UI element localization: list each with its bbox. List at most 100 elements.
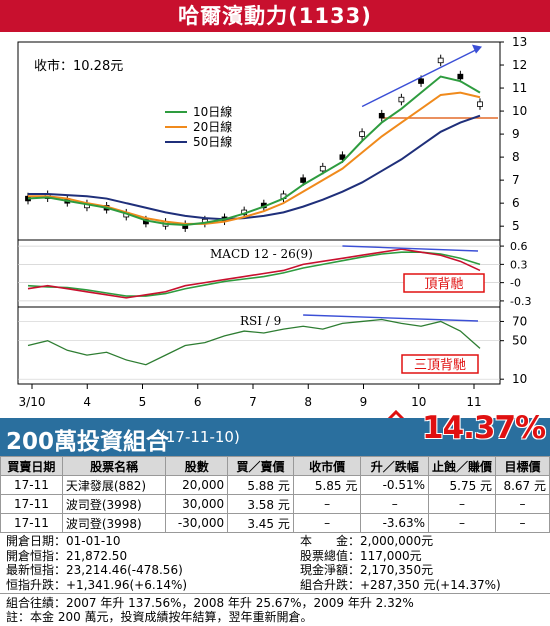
col-header: 股數 — [165, 456, 229, 476]
cell-shares: 20,000 — [165, 475, 229, 495]
cell-date: 17-11 — [0, 475, 63, 495]
cell-stop: – — [428, 513, 497, 533]
table-header-row: 買賣日期 股票名稱 股數 買／賣價 收市價 升／跌幅 止蝕／賺價 目標價 — [0, 456, 550, 476]
cell-stock: 波司登(3998) — [61, 494, 167, 514]
y-tick-label: 8 — [512, 150, 520, 164]
trend-arrow — [361, 48, 479, 108]
summary-left: 開倉日期：01-01-10 開倉恒指：21,872.50 最新恒指：23,214… — [6, 534, 187, 592]
portfolio-summary: 開倉日期：01-01-10 開倉恒指：21,872.50 最新恒指：23,214… — [0, 532, 550, 594]
macd-annotation-box — [403, 273, 485, 293]
cell-target: – — [495, 513, 550, 533]
cell-close: 5.85 元 — [292, 475, 362, 495]
y-tick-label: 0.6 — [510, 240, 528, 253]
summary-line: 開倉日期：01-01-10 — [6, 534, 121, 548]
cell-price: 5.88 元 — [227, 475, 294, 495]
y-tick-label: 10 — [512, 372, 527, 386]
x-tick-label: 9 — [360, 395, 368, 409]
col-header: 買／賣價 — [227, 456, 294, 476]
y-tick-label: 50 — [512, 334, 527, 348]
summary-line: 最新恒指：23,214.46(-478.56) — [6, 563, 183, 577]
candle-body — [319, 165, 326, 172]
cell-close: – — [292, 494, 362, 514]
summary-right: 本 金：2,000,000元 股票總值：117,000元 現金淨額：2,170,… — [300, 534, 501, 592]
rsi-annotation: 三頂背馳 — [414, 358, 466, 373]
summary-line: 本 金：2,000,000元 — [300, 534, 434, 548]
macd-annotation: 頂背馳 — [424, 277, 463, 292]
macd-signal-line — [27, 251, 481, 297]
cell-date: 17-11 — [0, 494, 63, 514]
cell-target: 8.67 元 — [495, 475, 550, 495]
y-tick-label: 12 — [512, 58, 527, 72]
candle-body — [457, 73, 464, 80]
y-tick-label: 5 — [512, 219, 520, 233]
x-tick-label: 3/10 — [19, 395, 46, 409]
x-tick-label: 10 — [411, 395, 426, 409]
cell-shares: 30,000 — [165, 494, 229, 514]
candle-body — [477, 101, 483, 107]
summary-line: 股票總值：117,000元 — [300, 548, 422, 563]
y-tick-label: -0 — [510, 277, 521, 290]
table-row: 17-11 天津發展(882) 20,000 5.88 元 5.85 元 -0.… — [0, 475, 550, 495]
x-tick-label: 8 — [304, 395, 312, 409]
candle-body — [300, 177, 307, 183]
summary-line: 恒指升跌：+1,341.96(+6.14%) — [6, 577, 188, 592]
table-row: 17-11 波司登(3998) -30,000 3.45 元 – -3.63% … — [0, 513, 550, 533]
holdings-table: 買賣日期 股票名稱 股數 買／賣價 收市價 升／跌幅 止蝕／賺價 目標價 17-… — [0, 456, 550, 533]
close-price-label: 收市：10.28元 — [34, 58, 123, 74]
legend-label: 20日線 — [193, 119, 232, 134]
banner-title: 200萬投資組合 — [6, 429, 170, 455]
cell-stock: 波司登(3998) — [61, 513, 167, 533]
cell-close: – — [292, 513, 362, 533]
rsi-line — [27, 318, 481, 366]
cell-target: – — [495, 494, 550, 514]
legend-label: 10日線 — [193, 104, 232, 119]
chart-area: 3/10 4 5 6 7 8 9 10 11 13 12 11 10 9 8 7 6 5 0.6 0.3 -0 -0.3 7… — [0, 32, 550, 418]
summary-line: 現金淨額：2,170,350元 — [300, 563, 434, 577]
macd-trend-arrow — [342, 245, 479, 252]
y-tick-label: 9 — [512, 127, 520, 141]
cell-shares: -30,000 — [165, 513, 229, 533]
macd-line — [27, 248, 481, 299]
macd-label: MACD 12 - 26(9) — [210, 247, 313, 261]
cell-price: 3.45 元 — [227, 513, 294, 533]
footer-line: 組合往績：2007 年升 137.56%，2008 年升 25.67%，2009… — [6, 596, 414, 610]
banner-date: (17-11-10) — [160, 428, 240, 446]
cell-price: 3.58 元 — [227, 494, 294, 514]
col-header: 升／跌幅 — [360, 456, 430, 476]
col-header: 股票名稱 — [61, 456, 167, 476]
summary-line: 開倉恒指：21,872.50 — [6, 548, 128, 563]
candle-body — [378, 112, 385, 119]
trend-arrowhead — [472, 44, 482, 54]
y-tick-label: 7 — [512, 173, 520, 187]
y-tick-label: -0.3 — [510, 295, 531, 308]
cell-change: -0.51% — [360, 475, 430, 495]
stock-chart: 3/10 4 5 6 7 8 9 10 11 13 12 11 10 9 8 7 6 5 0.6 0.3 -0 -0.3 7… — [17, 35, 531, 409]
x-tick-label: 5 — [139, 395, 147, 409]
x-tick-label: 6 — [194, 395, 202, 409]
ma20-line — [28, 91, 481, 225]
portfolio-return: 14.37% — [422, 410, 546, 446]
candle-body — [359, 131, 365, 137]
portfolio-banner: 200萬投資組合 (17-11-10) — [0, 418, 550, 456]
candle-body — [339, 154, 346, 160]
footer-notes: 組合往績：2007 年升 137.56%，2008 年升 25.67%，2009… — [6, 596, 414, 624]
candle-body — [437, 57, 444, 64]
col-header: 買賣日期 — [0, 456, 63, 476]
y-tick-label: 70 — [512, 314, 527, 328]
col-header: 止蝕／賺價 — [428, 456, 497, 476]
cell-stock: 天津發展(882) — [61, 475, 167, 495]
ma10-line — [27, 75, 481, 227]
x-tick-label: 7 — [249, 395, 257, 409]
cell-stop: 5.75 元 — [428, 475, 497, 495]
x-tick-label: 4 — [83, 395, 91, 409]
y-tick-label: 10 — [512, 104, 527, 118]
x-tick-label: 11 — [466, 395, 481, 409]
summary-line: 組合升跌：+287,350 元(+14.37%) — [300, 577, 501, 592]
col-header: 目標價 — [495, 456, 550, 476]
rsi-annotation-box — [401, 354, 479, 374]
y-tick-label: 6 — [512, 196, 520, 210]
y-tick-label: 11 — [512, 81, 527, 95]
table-row: 17-11 波司登(3998) 30,000 3.58 元 – – – – — [0, 494, 550, 514]
rsi-trend-arrow — [303, 314, 479, 322]
cell-date: 17-11 — [0, 513, 63, 533]
